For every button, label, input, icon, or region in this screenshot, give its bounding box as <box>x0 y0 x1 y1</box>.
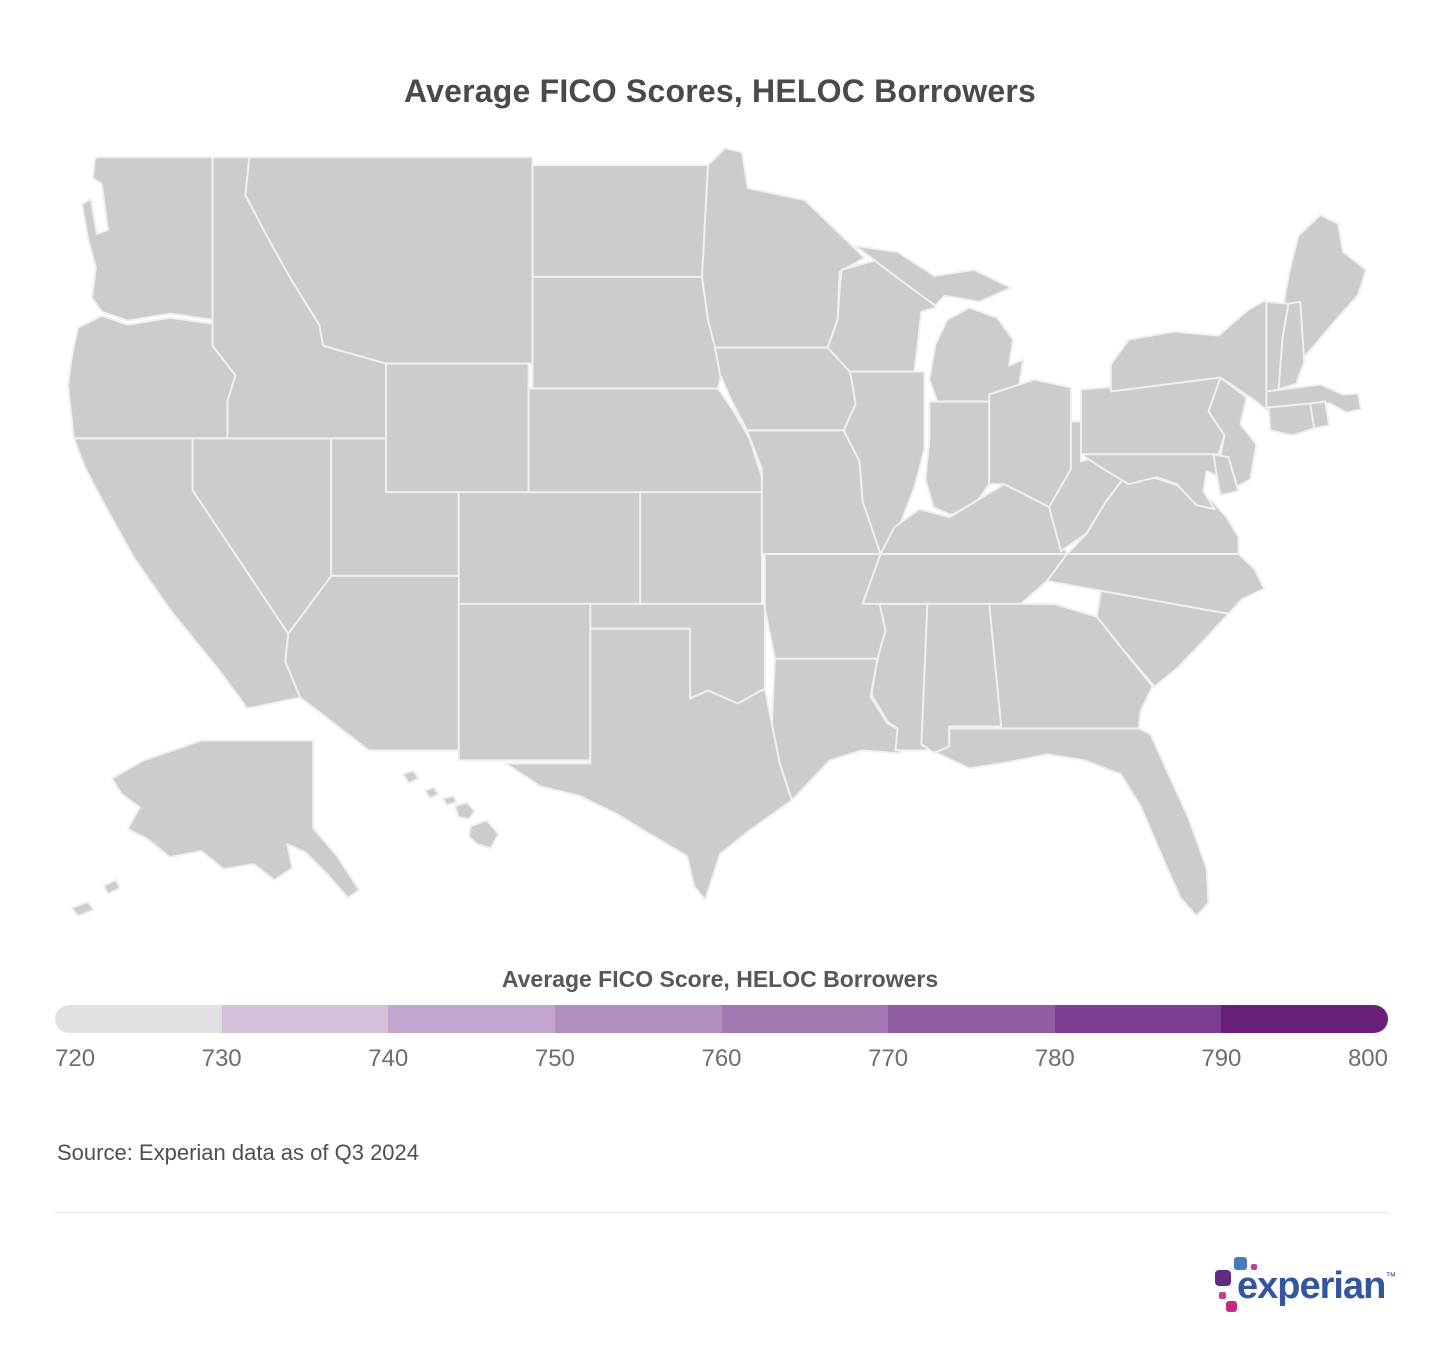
logo-purple-block-icon <box>1215 1270 1231 1286</box>
state-pennsylvania <box>1079 376 1226 456</box>
state-alaska-aleutians-2 <box>102 879 121 895</box>
footer-divider <box>55 1212 1388 1213</box>
state-maine <box>1283 214 1368 363</box>
logo-magenta-block-icon <box>1226 1301 1237 1312</box>
state-delaware <box>1212 453 1240 497</box>
state-new-york <box>1109 298 1295 417</box>
state-arkansas <box>763 553 889 660</box>
state-connecticut <box>1267 402 1316 437</box>
state-nebraska <box>527 387 763 494</box>
us-map-svg <box>66 147 1368 917</box>
state-vermont <box>1265 300 1290 393</box>
state-tennessee <box>861 550 1075 605</box>
experian-logo: experian™ <box>1213 1255 1396 1319</box>
state-arizona <box>284 574 460 752</box>
state-florida <box>934 727 1210 917</box>
chart-title: Average FICO Scores, HELOC Borrowers <box>404 73 1036 110</box>
state-oregon <box>66 314 237 440</box>
legend-tick-label: 750 <box>534 1045 575 1072</box>
logo-magenta-dot-left-icon <box>1219 1292 1226 1299</box>
state-kansas <box>639 491 763 605</box>
legend-tick-label: 760 <box>701 1045 742 1072</box>
legend-tick-label: 720 <box>55 1045 96 1072</box>
state-colorado <box>457 491 642 605</box>
legend-tick-label: 780 <box>1034 1045 1075 1072</box>
legend-segment <box>554 1005 722 1033</box>
legend-segment <box>55 1005 222 1033</box>
logo-wordmark-text: experian <box>1237 1265 1386 1307</box>
state-michigan <box>928 306 1025 403</box>
legend-bar <box>55 1005 1388 1033</box>
state-alaska-aleutians-1 <box>70 900 95 917</box>
state-alaska <box>110 739 361 899</box>
legend-tick-label: 790 <box>1201 1045 1242 1072</box>
logo-blue-block-icon <box>1234 1257 1247 1270</box>
state-michigan-upper-peninsula <box>854 244 1013 307</box>
legend-segment <box>221 1005 389 1033</box>
legend-tick-label: 730 <box>201 1045 242 1072</box>
state-rhode-island <box>1309 400 1331 430</box>
state-north-carolina <box>1046 553 1266 615</box>
logo-trademark: ™ <box>1385 1271 1397 1283</box>
legend-title: Average FICO Score, HELOC Borrowers <box>501 966 939 992</box>
logo-wordmark: experian™ <box>1237 1265 1396 1308</box>
state-new-jersey <box>1207 376 1258 491</box>
state-minnesota <box>701 147 866 349</box>
state-washington <box>80 156 214 322</box>
state-hawaii-kauai <box>401 769 420 785</box>
state-illinois <box>842 370 926 555</box>
legend-tick-label: 740 <box>368 1045 409 1072</box>
legend-tick-label: 770 <box>868 1045 909 1072</box>
source-note: Source: Experian data as of Q3 2024 <box>57 1140 420 1165</box>
state-hawaii-molokai <box>441 795 458 807</box>
us-choropleth-map <box>52 140 1388 968</box>
state-hawaii-oahu <box>423 786 440 800</box>
legend-tick-label: 800 <box>1347 1045 1388 1072</box>
state-new-mexico <box>457 602 592 762</box>
legend-segment <box>888 1005 1055 1033</box>
legend-segment <box>1054 1005 1222 1033</box>
logo-magenta-dot-top-icon <box>1251 1264 1257 1270</box>
state-wyoming <box>385 362 530 494</box>
state-hawaii-maui <box>453 801 476 821</box>
legend-segment <box>1221 1005 1388 1033</box>
legend-segment <box>721 1005 889 1033</box>
state-texas <box>504 627 793 901</box>
legend-ticks: 720 730 740 750 760 770 780 790 800 <box>55 1045 1388 1075</box>
state-south-dakota <box>531 275 723 390</box>
legend-segment <box>388 1005 555 1033</box>
state-hawaii-big-island <box>467 819 500 850</box>
state-north-dakota <box>531 164 710 278</box>
